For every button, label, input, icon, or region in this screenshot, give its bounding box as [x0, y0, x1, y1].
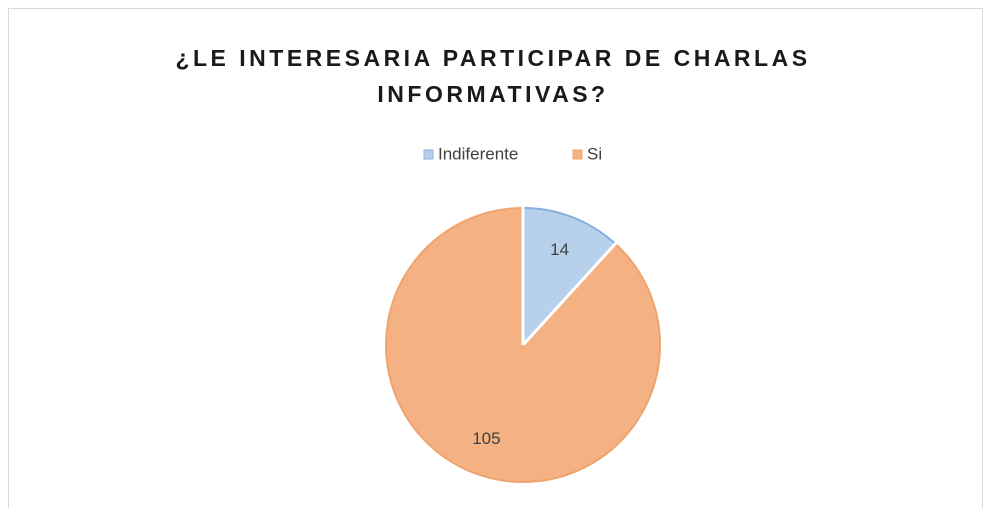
legend-marker — [423, 149, 434, 160]
slice-separator — [521, 241, 618, 347]
legend-marker — [572, 149, 583, 160]
legend-label: Indiferente — [438, 144, 518, 163]
data-label: 14 — [550, 240, 569, 259]
chart-title: ¿LE INTERESARIA PARTICIPAR DE CHARLAS IN… — [175, 45, 811, 107]
pie-slice — [522, 206, 617, 348]
chart-frame — [8, 8, 983, 508]
data-label: 105 — [472, 429, 500, 448]
legend-label: Si — [587, 144, 602, 163]
